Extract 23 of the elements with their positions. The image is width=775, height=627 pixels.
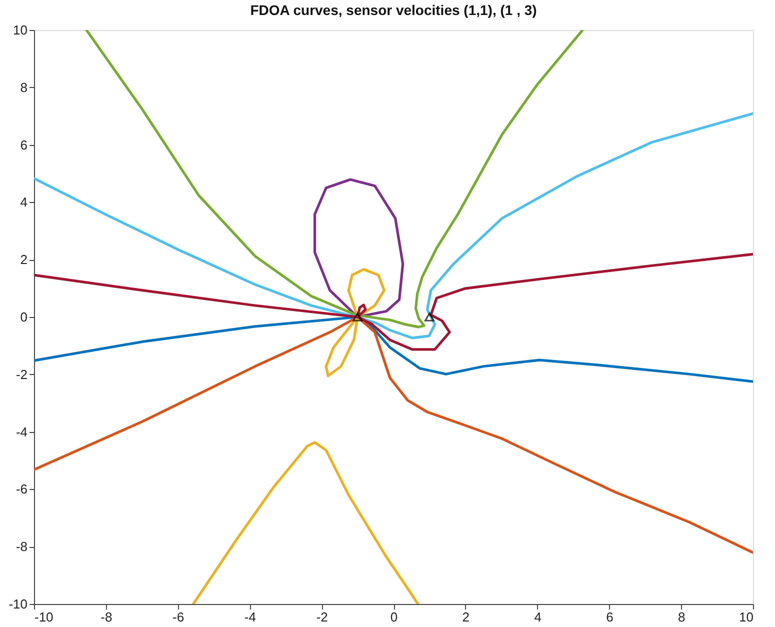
x-tick-label: 0 — [390, 610, 398, 624]
y-tick-label: 6 — [20, 137, 28, 152]
x-tick-label: -10 — [34, 610, 54, 624]
x-tick-label: 4 — [534, 610, 542, 624]
y-tick-label: -6 — [16, 482, 28, 497]
y-tick-label: 10 — [13, 22, 28, 38]
x-tick-label: -6 — [172, 610, 184, 624]
y-tick-label: -10 — [8, 596, 28, 612]
x-tick-label: 2 — [462, 610, 470, 624]
y-tick-label: -8 — [16, 539, 28, 554]
x-tick-label: 6 — [606, 610, 614, 624]
x-tick-label: -4 — [244, 610, 256, 624]
y-tick-label: -2 — [16, 366, 28, 382]
x-tick-label: -2 — [316, 610, 328, 624]
x-tick-label: 8 — [678, 610, 686, 624]
x-tick-label: 10 — [739, 610, 754, 624]
y-tick-label: 8 — [20, 80, 28, 95]
y-tick-label: 2 — [20, 252, 28, 268]
chart-title: FDOA curves, sensor velocities (1,1), (1 , 3) — [250, 2, 537, 18]
x-tick-label: -8 — [100, 610, 112, 624]
y-tick-label: 0 — [20, 310, 28, 324]
y-tick-label: -4 — [16, 424, 28, 440]
y-tick-label: 4 — [20, 194, 28, 210]
